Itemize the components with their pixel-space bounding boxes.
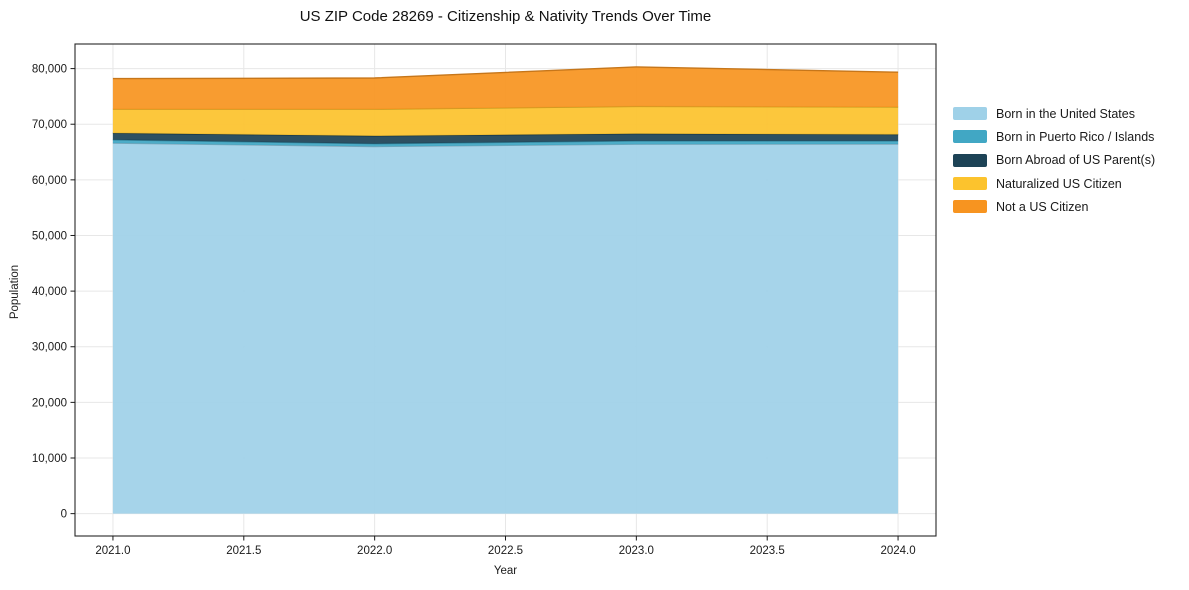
svg-text:20,000: 20,000: [32, 397, 67, 409]
legend-swatch-naturalized: [953, 177, 987, 191]
y-axis-title: Population: [9, 264, 21, 320]
legend-swatch-born-us: [953, 107, 987, 121]
legend-label: Born in Puerto Rico / Islands: [996, 129, 1155, 144]
chart-title: US ZIP Code 28269 - Citizenship & Nativi…: [299, 8, 712, 25]
x-tick-labels: 2021.0 2021.5 2022.0 2022.5 2023.0 2023.5 2024…: [95, 545, 915, 557]
svg-text:2022.5: 2022.5: [488, 545, 523, 557]
svg-text:2021.0: 2021.0: [95, 545, 130, 557]
legend-label: Born in the United States: [996, 106, 1135, 121]
x-axis-title: Year: [493, 565, 518, 577]
svg-text:2023.5: 2023.5: [750, 545, 785, 557]
legend-item: Born Abroad of US Parent(s): [953, 149, 1155, 172]
areas: [112, 66, 899, 514]
svg-text:10,000: 10,000: [32, 453, 67, 465]
legend-item: Naturalized US Citizen: [953, 172, 1155, 195]
svg-text:2023.0: 2023.0: [619, 545, 654, 557]
svg-text:2024.0: 2024.0: [880, 545, 915, 557]
legend: Born in the United States Born in Puerto…: [953, 102, 1155, 218]
svg-text:2022.0: 2022.0: [357, 545, 392, 557]
legend-item: Born in the United States: [953, 102, 1155, 125]
legend-swatch-born-pr-islands: [953, 130, 987, 144]
y-tick-labels: 0 10,000 20,000 30,000 40,000 50,000 60,000 70,…: [32, 64, 67, 521]
legend-swatch-not-citizen: [953, 200, 987, 214]
legend-label: Born Abroad of US Parent(s): [996, 153, 1156, 168]
legend-label: Not a US Citizen: [996, 199, 1089, 214]
svg-text:50,000: 50,000: [32, 230, 67, 242]
legend-item: Not a US Citizen: [953, 195, 1155, 218]
legend-swatch-born-abroad: [953, 153, 987, 167]
legend-label: Naturalized US Citizen: [996, 176, 1122, 191]
svg-text:40,000: 40,000: [32, 286, 67, 298]
svg-text:30,000: 30,000: [32, 342, 67, 354]
legend-item: Born in Puerto Rico / Islands: [953, 125, 1155, 148]
svg-text:70,000: 70,000: [32, 119, 67, 131]
svg-text:80,000: 80,000: [32, 64, 67, 76]
svg-text:0: 0: [61, 509, 67, 521]
ticks: [70, 68, 899, 541]
svg-text:60,000: 60,000: [32, 175, 67, 187]
svg-text:2021.5: 2021.5: [226, 545, 261, 557]
